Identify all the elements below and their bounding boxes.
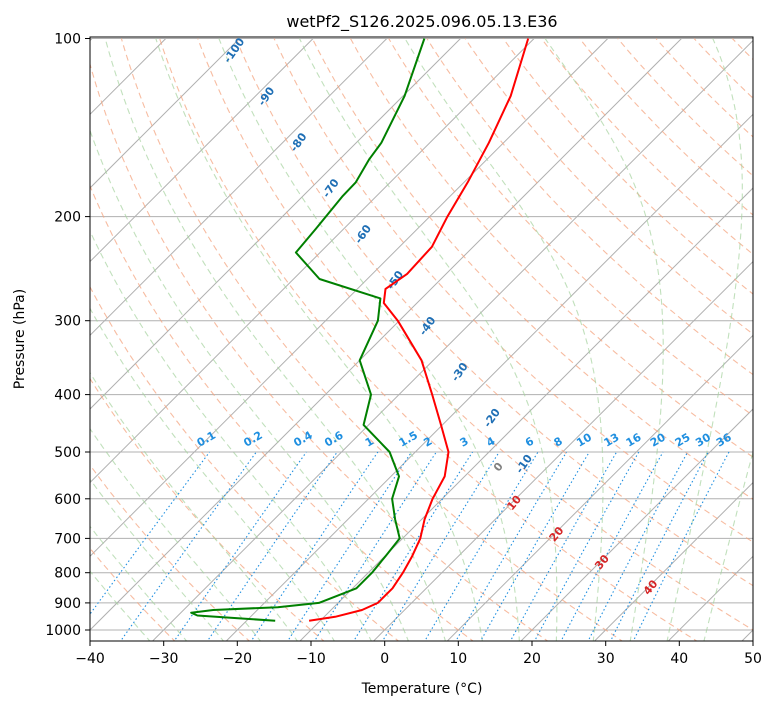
y-tick-label: 1000 [45, 623, 81, 639]
moist-adiabat-line [544, 38, 664, 641]
moist-adiabat-line [299, 38, 558, 641]
x-axis-title: Temperature (°C) [361, 681, 483, 697]
moist-adiabat-line [104, 38, 446, 641]
moist-adiabat-line [90, 478, 225, 641]
mixing-ratio-line [90, 451, 211, 616]
axes: −40 −30 −20 −10 0 10 20 30 40 50 1000 900 800 700 600 5… [45, 32, 762, 668]
dry-adiabat-line [235, 38, 753, 587]
y-tick-label: 400 [54, 388, 81, 404]
dry-adiabat-line [90, 377, 325, 641]
mixing-ratio-line [173, 451, 307, 641]
isotherm-line [593, 481, 753, 641]
sounding-profiles [190, 38, 530, 622]
moist-adiabat-line [404, 38, 604, 641]
x-tick-label: −40 [75, 651, 105, 667]
isotherm-line [520, 408, 753, 641]
moist-adiabat-line [90, 229, 372, 641]
mixing-ratio-line [287, 451, 413, 641]
isotherm-line [90, 38, 240, 189]
x-tick-label: 10 [449, 651, 467, 667]
dry-adiabat-line [311, 38, 753, 500]
mixing-ratio-line [609, 451, 709, 641]
moist-adiabat-line [90, 307, 335, 641]
y-tick-label: 700 [54, 531, 81, 547]
moist-adiabat-line [90, 371, 299, 641]
dry-adiabat-line [159, 38, 698, 641]
mixing-ratio-line [119, 451, 257, 641]
moist-adiabat-line [155, 38, 483, 641]
isotherm-line [90, 38, 314, 263]
moist-adiabat-line [703, 450, 753, 641]
dry-adiabat-line [120, 38, 624, 641]
plot-frame [89, 36, 754, 642]
mixing-ratio-line [533, 451, 640, 641]
dewpoint-profile-line [190, 38, 426, 622]
moist-adiabat-line [218, 38, 520, 641]
chart-title: wetPf2_S126.2025.096.05.13.E36 [286, 12, 557, 32]
mixing-ratio-line [560, 451, 664, 641]
moist-adiabat-line [666, 38, 743, 641]
moist-adiabat-line [90, 525, 188, 641]
x-tick-label: −10 [296, 651, 326, 667]
y-tick-label: 600 [54, 492, 81, 508]
y-tick-label: 500 [54, 445, 81, 461]
y-tick-label: 800 [54, 566, 81, 582]
x-tick-label: −30 [149, 651, 179, 667]
x-tick-label: 0 [380, 651, 389, 667]
x-tick-label: 30 [597, 651, 615, 667]
mixing-ratio-line [313, 451, 437, 641]
y-tick-label: 200 [54, 210, 81, 226]
dry-adiabat-line [90, 464, 251, 641]
dry-adiabat-line [90, 62, 549, 641]
y-tick-label: 100 [54, 32, 81, 48]
isotherm-line [90, 38, 682, 631]
x-tick-label: 20 [523, 651, 541, 667]
isotherm-line [446, 334, 753, 641]
moist-adiabat-line [90, 427, 262, 641]
mixing-ratio-line [632, 451, 730, 641]
dry-adiabat-line [197, 38, 753, 631]
mixing-ratio-line [250, 451, 379, 641]
isotherm-line [225, 113, 753, 641]
y-axis-title: Pressure (hPa) [12, 289, 28, 389]
reference-lines [90, 38, 753, 641]
y-tick-label: 300 [54, 314, 81, 330]
mixing-ratio-line [206, 451, 338, 641]
dry-adiabat-line [273, 38, 753, 543]
moist-adiabat-line [90, 570, 151, 641]
isotherm-line [372, 260, 753, 641]
x-tick-label: 40 [670, 651, 688, 667]
x-tick-label: −20 [223, 651, 253, 667]
isotherm-line [90, 38, 535, 484]
y-tick-label: 900 [54, 596, 81, 612]
dry-adiabat-line [502, 38, 753, 295]
isotherm-line [90, 38, 461, 410]
isotherm-line [151, 39, 753, 641]
x-tick-label: 50 [744, 651, 762, 667]
isotherm-line [90, 38, 609, 558]
mixing-ratio-line [509, 451, 618, 641]
mixing-ratio-line [381, 451, 500, 641]
moist-adiabat-line [90, 128, 409, 641]
temperature-profile-line [308, 38, 530, 622]
